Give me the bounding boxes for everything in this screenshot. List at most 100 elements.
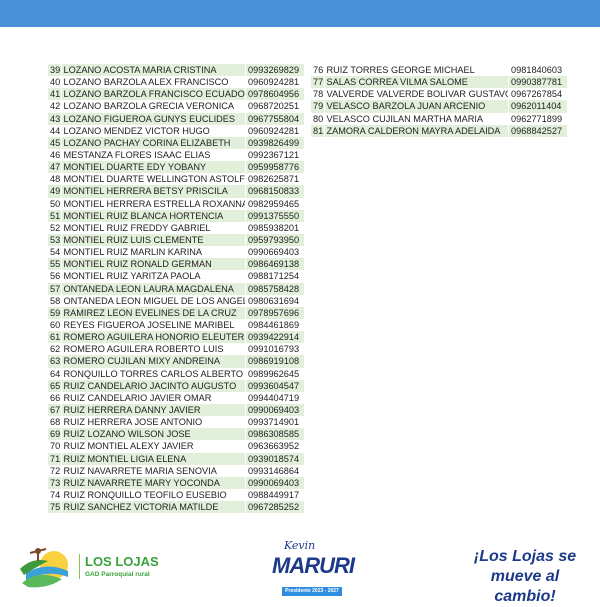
phone-number: 0939018574: [245, 452, 305, 465]
phone-number: 0986469138: [245, 258, 305, 271]
phone-number: 0994404719: [245, 391, 305, 404]
table-row: 72 RUIZ NAVARRETE MARIA SENOVIA 0993146864: [48, 464, 305, 477]
phone-number: 0968842527: [508, 124, 568, 137]
person-name: MESTANZA FLORES ISAAC ELIAS: [61, 148, 246, 162]
row-number: 40: [48, 76, 62, 89]
los-lojas-logo: LOS LOJAS GAD Parroquial rural: [18, 543, 159, 589]
row-number: 51: [48, 209, 62, 222]
phone-number: 0981840603: [508, 64, 568, 77]
candidate-role: Presidente 2023 - 2027: [282, 587, 342, 596]
table-row: 78 VALVERDE VALVERDE BOLIVAR GUSTAVO 09672…: [311, 88, 568, 101]
row-number: 75: [48, 501, 62, 514]
table-row: 60 REYES FIGUEROA JOSELINE MARIBEL 0984461…: [48, 318, 305, 332]
person-name: RUIZ LOZANO WILSON JOSE: [61, 428, 246, 441]
phone-number: 0968150833: [245, 185, 305, 198]
row-number: 72: [48, 464, 62, 477]
row-number: 76: [311, 64, 325, 77]
phone-number: 0960924281: [245, 124, 305, 137]
phone-number: 0963663952: [245, 440, 305, 453]
table-row: 64 RONQUILLO TORRES CARLOS ALBERTO 0989962…: [48, 367, 305, 380]
phone-number: 0993714901: [245, 416, 305, 429]
row-number: 55: [48, 258, 62, 271]
row-number: 58: [48, 294, 62, 307]
phone-number: 0985758428: [245, 282, 305, 295]
table-row: 56 MONTIEL RUIZ YARITZA PAOLA 0988171254: [48, 270, 305, 283]
person-name: ROMERO CUJILAN MIXY ANDREINA: [61, 355, 246, 368]
table-row: 52 MONTIEL RUIZ FREDDY GABRIEL 0985938201: [48, 221, 305, 234]
person-name: MONTIEL RUIZ BLANCA HORTENCIA: [61, 209, 246, 222]
table-row: 47 MONTIEL DUARTE EDY YOBANY 0959958776: [48, 161, 305, 174]
phone-number: 0984461869: [245, 318, 305, 332]
table-row: 73 RUIZ NAVARRETE MARY YOCONDA 0990069403: [48, 476, 305, 489]
table-row: 40 LOZANO BARZOLA ALEX FRANCISCO 096092428…: [48, 76, 305, 89]
phone-number: 0988449917: [245, 488, 305, 502]
person-name: RAMIREZ LEON EVELINES DE LA CRUZ: [61, 306, 246, 319]
person-name: LOZANO BARZOLA GRECIA VERONICA: [61, 100, 246, 113]
person-name: MONTIEL RUIZ MARLIN KARINA: [61, 246, 246, 259]
phone-number: 0986308585: [245, 428, 305, 441]
person-name: LOZANO FIGUEROA GUNYS EUCLIDES: [61, 112, 246, 125]
person-name: RUIZ CANDELARIO JAVIER OMAR: [61, 391, 246, 404]
table-row: 65 RUIZ CANDELARIO JACINTO AUGUSTO 0993604…: [48, 379, 305, 392]
person-name: RUIZ NAVARRETE MARIA SENOVIA: [61, 464, 246, 477]
row-number: 48: [48, 173, 62, 186]
table-row: 81 ZAMORA CALDERON MAYRA ADELAIDA 09688425…: [311, 124, 568, 137]
row-number: 63: [48, 355, 62, 368]
phone-number: 0960924281: [245, 76, 305, 89]
phone-number: 0978604956: [245, 88, 305, 101]
phone-number: 0939422914: [245, 331, 305, 344]
candidate-first-name: Kevin: [284, 539, 316, 552]
row-number: 65: [48, 379, 62, 392]
slogan-line-1: ¡Los Lojas se: [473, 548, 577, 565]
row-number: 56: [48, 270, 62, 283]
table-row: 55 MONTIEL RUIZ RONALD GERMAN 0986469138: [48, 258, 305, 271]
person-name: SALAS CORREA VILMA SALOME: [324, 76, 509, 89]
row-number: 61: [48, 331, 62, 344]
table-row: 41 LOZANO BARZOLA FRANCISCO ECUADOR 097860…: [48, 88, 305, 101]
landscape-logo-icon: [20, 548, 68, 588]
phone-number: 0990069403: [245, 476, 305, 489]
table-row: 62 ROMERO AGUILERA ROBERTO LUIS 0991016793: [48, 343, 305, 356]
person-name: LOZANO BARZOLA FRANCISCO ECUADOR: [61, 88, 246, 101]
phone-number: 0980631694: [245, 294, 305, 307]
header-bar: [0, 0, 600, 27]
table-row: 39 LOZANO ACOSTA MARIA CRISTINA 0993269829: [48, 64, 305, 77]
table-row: 45 LOZANO PACHAY CORINA ELIZABETH 09398264…: [48, 136, 305, 149]
table-row: 48 MONTIEL DUARTE WELLINGTON ASTOLFO 09826…: [48, 173, 305, 186]
phone-number: 0968720251: [245, 100, 305, 113]
person-name: RUIZ MONTIEL ALEXY JAVIER: [61, 440, 246, 453]
phone-number: 0992367121: [245, 148, 305, 162]
phone-number: 0982625871: [245, 173, 305, 186]
person-name: ZAMORA CALDERON MAYRA ADELAIDA: [324, 124, 509, 137]
phone-number: 0985938201: [245, 221, 305, 234]
table-row: 57 ONTANEDA LEON LAURA MAGDALENA 098575842…: [48, 282, 305, 295]
row-number: 66: [48, 391, 62, 404]
phone-number: 0990069403: [245, 403, 305, 417]
person-name: MONTIEL DUARTE WELLINGTON ASTOLFO: [61, 173, 246, 186]
table-row: 67 RUIZ HERRERA DANNY JAVIER 0990069403: [48, 403, 305, 417]
table-row: 80 VELASCO CUJILAN MARTHA MARIA 0962771899: [311, 112, 568, 125]
person-name: REYES FIGUEROA JOSELINE MARIBEL: [61, 318, 246, 332]
person-name: MONTIEL HERRERA BETSY PRISCILA: [61, 185, 246, 198]
row-number: 59: [48, 306, 62, 319]
phone-number: 0962771899: [508, 112, 568, 125]
row-number: 57: [48, 282, 62, 295]
row-number: 77: [311, 76, 325, 89]
row-number: 42: [48, 100, 62, 113]
slogan-line-2: mueve al cambio!: [490, 568, 560, 605]
table-row: 50 MONTIEL HERRERA ESTRELLA ROXANNA 098295…: [48, 197, 305, 210]
row-number: 68: [48, 416, 62, 429]
table-row: 76 RUIZ TORRES GEORGE MICHAEL 0981840603: [311, 64, 568, 77]
row-number: 79: [311, 100, 325, 113]
row-number: 70: [48, 440, 62, 453]
slogan: ¡Los Lojas se mueve al cambio!: [460, 547, 590, 607]
person-name: RUIZ MONTIEL LIGIA ELENA: [61, 452, 246, 465]
row-number: 53: [48, 233, 62, 247]
contacts-table-left: 39 LOZANO ACOSTA MARIA CRISTINA 0993269829…: [48, 64, 305, 514]
phone-number: 0962011404: [508, 100, 568, 113]
phone-number: 0993146864: [245, 464, 305, 477]
row-number: 64: [48, 367, 62, 380]
row-number: 39: [48, 64, 62, 77]
person-name: RUIZ CANDELARIO JACINTO AUGUSTO: [61, 379, 246, 392]
row-number: 73: [48, 476, 62, 489]
